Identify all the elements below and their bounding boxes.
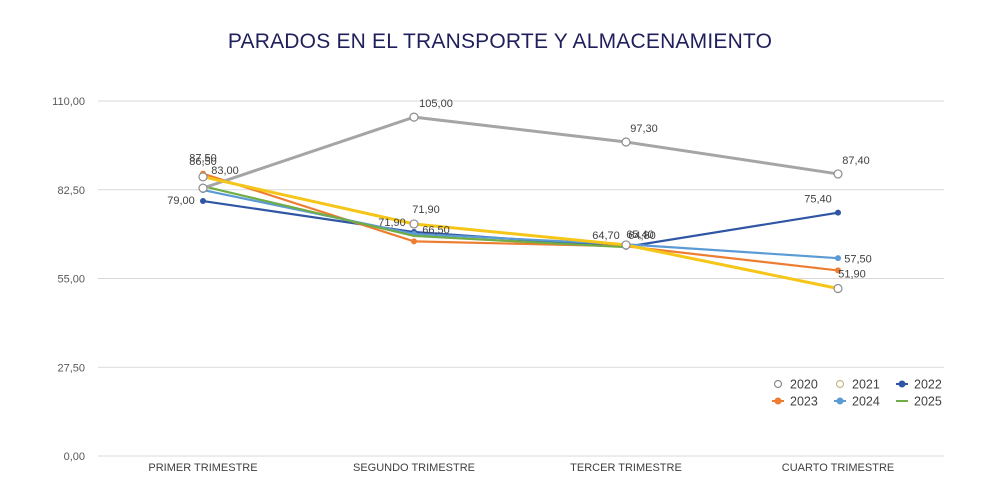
data-label-2020: 97,30	[630, 123, 658, 135]
y-tick-label: 0,00	[64, 451, 85, 463]
data-label-2022: 75,40	[804, 194, 832, 206]
data-point-2021	[409, 219, 419, 229]
data-label-2025: 71,90	[378, 217, 406, 229]
data-point-2021	[198, 172, 208, 182]
legend-marker-icon	[836, 397, 844, 405]
legend-label: 2023	[790, 395, 818, 409]
data-label-2021: 65,40	[626, 229, 654, 241]
legend-item-2024[interactable]: 2024	[834, 395, 880, 409]
data-labels: 79,00 64,80 75,40 87,50 66,50 57,50 83,00 71,90…	[167, 98, 872, 280]
legend-marker-icon	[898, 380, 906, 388]
data-label-2020: 105,00	[419, 98, 453, 110]
data-label-2021: 51,90	[838, 269, 866, 281]
x-tick-label: TERCER TRIMESTRE	[570, 462, 682, 474]
legend-label: 2025	[914, 395, 942, 409]
x-tick-label: SEGUNDO TRIMESTRE	[353, 462, 475, 474]
legend-label: 2022	[914, 378, 942, 392]
legend-marker-icon	[773, 379, 783, 389]
legend-item-2021[interactable]: 2021	[835, 378, 880, 392]
chart-title: PARADOS EN EL TRANSPORTE Y ALMACENAMIENT…	[227, 30, 773, 53]
data-label-2023: 57,50	[844, 253, 872, 265]
data-label-2022: 79,00	[167, 195, 195, 207]
data-point-2020	[833, 169, 843, 179]
data-label-2025: 64,70	[592, 230, 620, 242]
data-point-2021	[621, 240, 631, 250]
legend-label: 2021	[852, 378, 880, 392]
legend-item-2022[interactable]: 2022	[896, 378, 942, 392]
legend-label: 2024	[852, 395, 880, 409]
series-line-2023	[202, 172, 839, 272]
series-line-2021	[202, 175, 839, 290]
series-line-2025	[202, 185, 627, 249]
y-tick-label: 55,00	[57, 274, 85, 286]
series-line-2024	[202, 188, 839, 260]
legend: 2020 2021 2022 2023 2024 2025	[772, 378, 942, 409]
x-tick-label: PRIMER TRIMESTRE	[148, 462, 257, 474]
x-axis-ticks: PRIMER TRIMESTRE SEGUNDO TRIMESTRE TERCER …	[148, 462, 894, 474]
series-line-2020	[202, 115, 839, 190]
legend-item-2025[interactable]: 2025	[896, 395, 942, 409]
legend-label: 2020	[790, 378, 818, 392]
y-tick-label: 110,00	[52, 96, 85, 108]
data-point-2024	[835, 255, 841, 262]
data-point-2023	[411, 238, 417, 245]
x-tick-label: CUARTO TRIMESTRE	[782, 462, 894, 474]
data-point-2020	[621, 137, 631, 147]
grid-lines	[98, 100, 944, 457]
legend-item-2023[interactable]: 2023	[772, 395, 818, 409]
y-tick-label: 82,50	[57, 185, 85, 197]
legend-marker-icon	[774, 397, 782, 405]
data-label-2022: 64,80	[628, 230, 656, 242]
data-label-2021: 86,50	[189, 156, 217, 168]
y-axis-ticks: 0,00 27,50 55,00 82,50 110,00	[52, 96, 85, 463]
legend-marker-icon	[835, 379, 845, 389]
series-lines	[198, 112, 843, 294]
data-label-2023: 66,50	[422, 224, 450, 236]
data-point-2022	[200, 198, 206, 205]
data-label-2021: 71,90	[412, 204, 440, 216]
data-point-2020	[198, 183, 208, 193]
data-label-2020: 87,40	[842, 155, 870, 167]
data-label-2025: 83,00	[211, 165, 239, 177]
data-point-2020	[409, 112, 419, 122]
data-point-2021	[833, 283, 843, 294]
data-label-2023: 87,50	[189, 153, 217, 165]
data-point-2022	[835, 209, 841, 216]
legend-item-2020[interactable]: 2020	[773, 378, 818, 392]
y-tick-label: 27,50	[57, 362, 85, 374]
data-point-2023	[835, 267, 841, 274]
